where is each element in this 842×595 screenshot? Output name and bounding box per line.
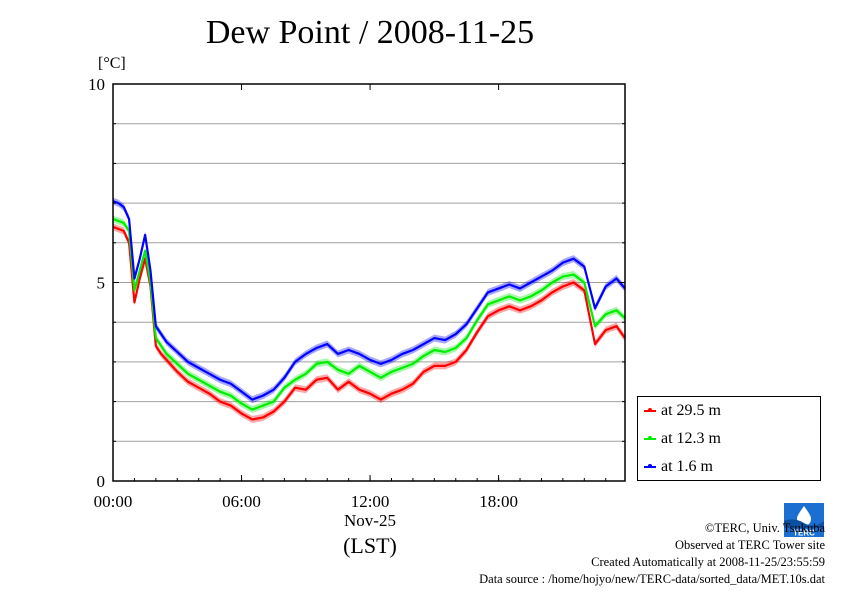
x-tick-label: 12:00: [351, 492, 390, 511]
x-tick-label: 00:00: [94, 492, 133, 511]
y-tick-label: 10: [88, 75, 105, 94]
series-lines: [112, 200, 626, 421]
copyright-text: ©TERC, Univ. Tsukuba: [704, 521, 825, 535]
chart-title: Dew Point / 2008-11-25: [205, 14, 535, 51]
series-12m-band: [113, 215, 625, 414]
legend-label: at 1.6 m: [661, 458, 713, 475]
terc-logo: TERC: [784, 503, 824, 537]
credits-block: ©TERC, Univ. Tsukuba Observed at TERC To…: [479, 520, 825, 588]
legend-label: at 29.5 m: [661, 402, 721, 419]
series-29m-line: [112, 225, 626, 421]
legend: at 29.5 m at 12.3 m at 1.6 m: [637, 396, 821, 481]
series-1m-band: [113, 197, 625, 404]
legend-swatch-blue: [644, 464, 656, 468]
y-tick-label: 5: [97, 274, 106, 293]
legend-swatch-green: [644, 436, 656, 440]
legend-label: at 12.3 m: [661, 430, 721, 447]
x-tick-label: 18:00: [479, 492, 518, 511]
x-axis-timezone-label: (LST): [343, 533, 397, 558]
legend-entry-29m: at 29.5 m: [644, 401, 721, 421]
x-tick-label: 06:00: [222, 492, 261, 511]
series-12m-line: [112, 217, 626, 411]
grid-lines: [113, 123, 625, 442]
legend-entry-12m: at 12.3 m: [644, 429, 721, 449]
legend-entry-1m: at 1.6 m: [644, 457, 713, 477]
y-axis-unit: [°C]: [98, 55, 126, 72]
observed-text: Observed at TERC Tower site: [674, 538, 825, 552]
series-1m-line: [112, 200, 626, 401]
data-source-text: Data source : /home/hojyo/new/TERC-data/…: [479, 572, 825, 586]
y-tick-label: 0: [97, 472, 106, 491]
x-axis-date-label: Nov-25: [344, 511, 396, 530]
axis-tick-labels: 00:00 06:00 12:00 18:00 0 5 10: [88, 75, 518, 511]
logo-text: TERC: [793, 529, 815, 538]
legend-swatch-red: [644, 408, 656, 412]
created-text: Created Automatically at 2008-11-25/23:5…: [591, 555, 825, 569]
axis-ticks: [112, 83, 625, 482]
series-noise-bands: [113, 197, 625, 423]
